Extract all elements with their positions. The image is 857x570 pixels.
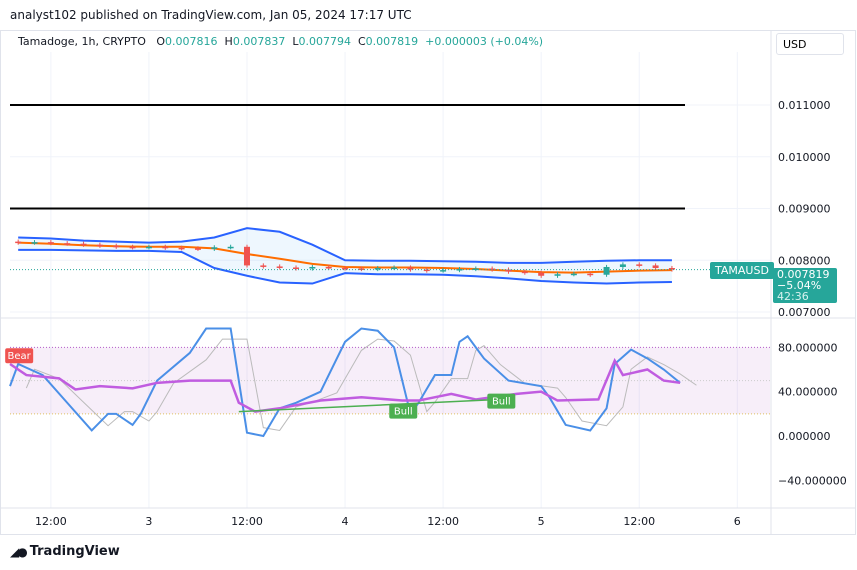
candle-body	[423, 269, 430, 272]
candle-body	[489, 268, 496, 271]
symbol-tag: TAMAUSD	[710, 262, 774, 279]
candle-body	[668, 268, 675, 270]
price-tick-label: 0.010000	[778, 151, 831, 164]
high-value: 0.007837	[232, 35, 286, 48]
candle-body	[456, 269, 463, 271]
rsi-line	[9, 357, 681, 413]
candle-body	[211, 247, 218, 249]
ohlc-legend: Tamadoge, 1h, CRYPTO O0.007816 H0.007837…	[18, 35, 543, 48]
close-value: 0.007819	[365, 35, 419, 48]
time-tick-label: 12:00	[35, 515, 67, 528]
price-tick-label: 0.008000	[778, 254, 831, 267]
low-label: L	[292, 35, 299, 48]
candle-body	[440, 270, 447, 272]
time-tick-label: 5	[538, 515, 545, 528]
signal-label-bg	[487, 393, 516, 409]
candle-body	[407, 267, 414, 270]
price-change: −5.04%	[777, 279, 822, 292]
open-value: 0.007816	[165, 35, 218, 48]
candle-body	[162, 246, 169, 249]
candle-body	[15, 241, 22, 244]
candle-body	[145, 246, 152, 249]
candle-body	[293, 267, 300, 269]
open-label: O	[156, 35, 166, 48]
time-tick-label: 12:00	[231, 515, 263, 528]
candle-body	[243, 246, 250, 266]
currency-button[interactable]: USD	[776, 33, 844, 55]
candle-body	[636, 264, 643, 266]
close-label: C	[357, 35, 366, 48]
osc-tick-label: 0.000000	[778, 430, 831, 443]
candle-body	[80, 243, 87, 246]
candle-body	[374, 268, 381, 270]
candle-body	[505, 269, 512, 272]
candle-body	[227, 246, 234, 249]
candle-body	[538, 272, 545, 276]
candle-body	[554, 274, 561, 276]
tradingview-logo[interactable]: ◢● TradingView	[10, 544, 120, 559]
candle-body	[587, 273, 594, 276]
time-tick-label: 3	[145, 515, 152, 528]
time-tick-label: 12:00	[623, 515, 655, 528]
bear-label: Bear	[8, 351, 32, 362]
change-value: +0.000003 (+0.04%)	[425, 35, 544, 48]
candle-body	[113, 245, 120, 248]
candle-body	[129, 246, 136, 249]
bull-label: Bull	[394, 407, 413, 418]
tv-logo-icon: ◢●	[10, 544, 28, 559]
last-price: 0.007819	[777, 268, 830, 281]
time-tick-label: 12:00	[427, 515, 459, 528]
candle-body	[260, 265, 267, 267]
candle-body	[391, 267, 398, 269]
time-tick-label: 4	[342, 515, 349, 528]
candle-body	[178, 247, 185, 250]
last-price-tag: 0.007819 −5.04% 42:36	[773, 268, 837, 303]
low-value: 0.007794	[298, 35, 351, 48]
osc-tick-label: 80.000000	[778, 341, 838, 354]
candle-body	[619, 264, 626, 267]
price-tick-label: 0.007000	[778, 306, 831, 319]
stoch-line	[9, 327, 681, 438]
price-tick-label: 0.009000	[778, 203, 831, 216]
symbol-title[interactable]: Tamadoge, 1h, CRYPTO	[18, 35, 146, 48]
osc-tick-label: 40.000000	[778, 386, 838, 399]
candle-body	[652, 265, 659, 269]
candle-body	[603, 266, 610, 275]
bull-label: Bull	[492, 397, 511, 408]
candle-body	[309, 266, 316, 269]
chart-canvas[interactable]: 12:00 3 12:00 4 12:00 5 12:00 6 0.011000 0.010000…	[0, 0, 857, 540]
time-tick-label: 6	[734, 515, 741, 528]
candle-body	[64, 243, 71, 245]
brand-name: TradingView	[29, 544, 120, 559]
chart-frame	[0, 30, 856, 535]
osc-tick-label: −40.000000	[778, 474, 847, 487]
candle-body	[521, 271, 528, 274]
candle-body	[96, 244, 103, 247]
candle-body	[276, 266, 283, 268]
candle-body	[342, 268, 349, 270]
signal-label-bg	[5, 348, 34, 364]
high-label: H	[224, 35, 233, 48]
candle-body	[570, 273, 577, 276]
price-tick-label: 0.011000	[778, 99, 831, 112]
candle-body	[31, 242, 38, 244]
bollinger-lower-line	[18, 248, 672, 285]
publish-info: analyst102 published on TradingView.com,…	[10, 8, 412, 22]
bollinger-upper-line	[18, 227, 672, 264]
bull-divergence-line	[238, 398, 501, 413]
signal-label-bg	[389, 403, 418, 419]
candle-body	[194, 248, 201, 250]
bar-countdown: 42:36	[777, 290, 809, 303]
candle-body	[47, 242, 54, 244]
candle-body	[325, 266, 332, 269]
